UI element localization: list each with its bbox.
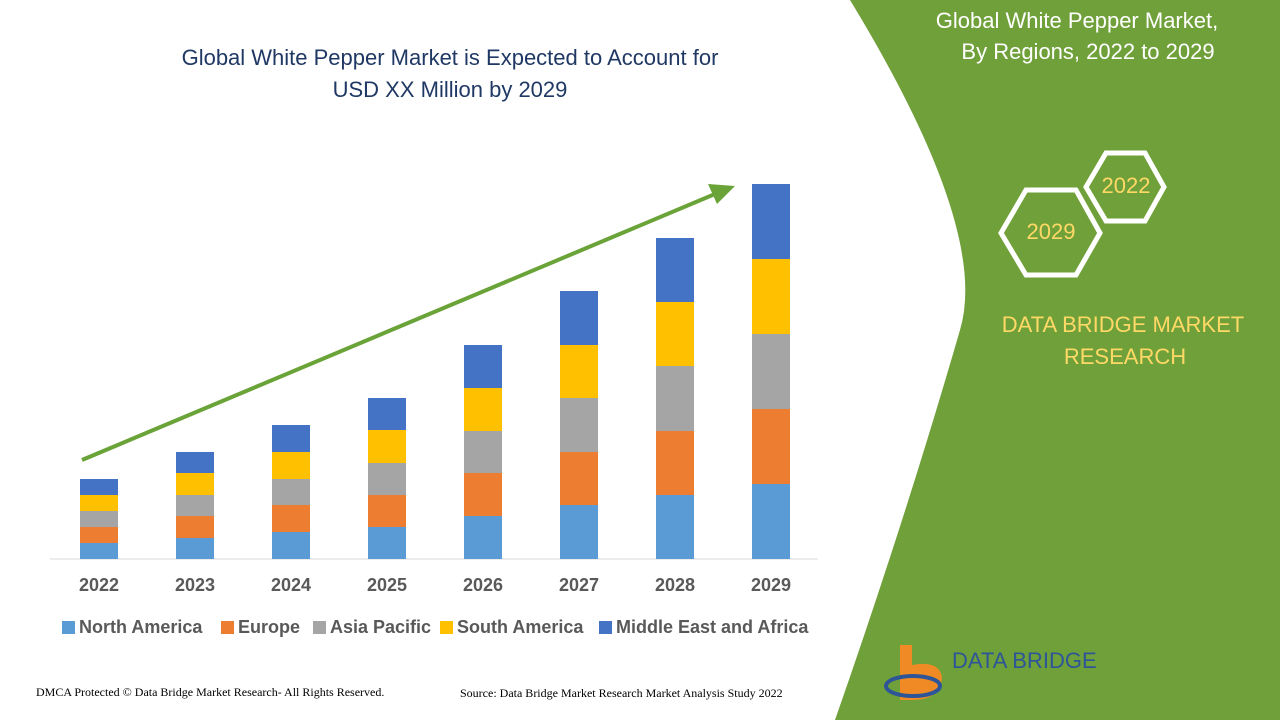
logo-text: DATA BRIDGE: [952, 648, 1097, 673]
bar-segment: [752, 259, 790, 334]
bar-segment: [464, 431, 502, 473]
legend-swatch: [221, 621, 234, 634]
bar-segment: [560, 345, 598, 398]
bar-segment: [272, 505, 310, 532]
legend-label: Asia Pacific: [330, 617, 431, 637]
hexagon: [1083, 150, 1167, 224]
hex-label: 2029: [1027, 219, 1076, 244]
bar-segment: [656, 238, 694, 302]
hexagon: [998, 187, 1103, 278]
bar-segment: [464, 345, 502, 388]
bar-segment: [80, 479, 118, 495]
brand-text: RESEARCH: [1064, 344, 1186, 369]
bar-segment: [80, 511, 118, 527]
bar-segment: [176, 495, 214, 516]
arrow-line: [81, 192, 716, 462]
bar-segment: [656, 366, 694, 431]
bar-segment: [752, 409, 790, 484]
logo-mark: [900, 645, 942, 700]
x-tick-label: 2026: [463, 575, 503, 595]
bar-segment: [656, 302, 694, 366]
bar-segment: [80, 543, 118, 559]
x-tick-label: 2029: [751, 575, 791, 595]
x-tick-label: 2025: [367, 575, 407, 595]
bar-segment: [176, 473, 214, 495]
bar-segment: [464, 516, 502, 559]
bar-segment: [368, 398, 406, 430]
legend-label: South America: [457, 617, 584, 637]
logo: DATA BRIDGE: [884, 645, 1097, 700]
bar-segment: [752, 184, 790, 259]
bar-segment: [368, 495, 406, 527]
x-tick-label: 2023: [175, 575, 215, 595]
bar-segment: [560, 505, 598, 559]
bar-segment: [176, 452, 214, 473]
bar-segment: [368, 527, 406, 559]
bar-segment: [752, 334, 790, 409]
chart-subtitle: USD XX Million by 2029: [333, 77, 568, 102]
bar-segment: [80, 495, 118, 511]
logo-ring: [884, 674, 942, 698]
bar-segment: [368, 463, 406, 495]
footer-right: Source: Data Bridge Market Research Mark…: [460, 686, 783, 700]
panel-title: By Regions, 2022 to 2029: [961, 39, 1214, 64]
bar-segment: [272, 479, 310, 505]
bar-segment: [656, 495, 694, 559]
bar-segment: [752, 484, 790, 559]
legend-label: North America: [79, 617, 203, 637]
bar-segment: [176, 538, 214, 559]
chart-title: Global White Pepper Market is Expected t…: [182, 45, 719, 70]
bar-segment: [560, 398, 598, 452]
hex-label: 2022: [1102, 173, 1151, 198]
legend-label: Europe: [238, 617, 300, 637]
footer-left: DMCA Protected © Data Bridge Market Rese…: [36, 685, 384, 699]
bar-segment: [272, 532, 310, 559]
bar-segment: [272, 452, 310, 479]
legend-label: Middle East and Africa: [616, 617, 809, 637]
legend-swatch: [599, 621, 612, 634]
bar-segment: [368, 430, 406, 463]
x-tick-label: 2027: [559, 575, 599, 595]
trend-arrow: [81, 184, 735, 462]
x-tick-label: 2028: [655, 575, 695, 595]
bar-segment: [464, 388, 502, 431]
bar-segment: [560, 452, 598, 505]
panel-title: Global White Pepper Market,: [936, 8, 1218, 33]
bar-segment: [272, 425, 310, 452]
side-panel-bg: [835, 0, 1280, 720]
x-tick-label: 2022: [79, 575, 119, 595]
brand-text: DATA BRIDGE MARKET: [1002, 312, 1244, 337]
legend-swatch: [62, 621, 75, 634]
bar-segment: [560, 291, 598, 345]
bar-segment: [176, 516, 214, 538]
legend-swatch: [313, 621, 326, 634]
arrow-head: [708, 184, 735, 204]
x-tick-label: 2024: [271, 575, 311, 595]
legend-swatch: [440, 621, 453, 634]
bar-segment: [656, 431, 694, 495]
bar-segment: [80, 527, 118, 543]
bar-segment: [464, 473, 502, 516]
